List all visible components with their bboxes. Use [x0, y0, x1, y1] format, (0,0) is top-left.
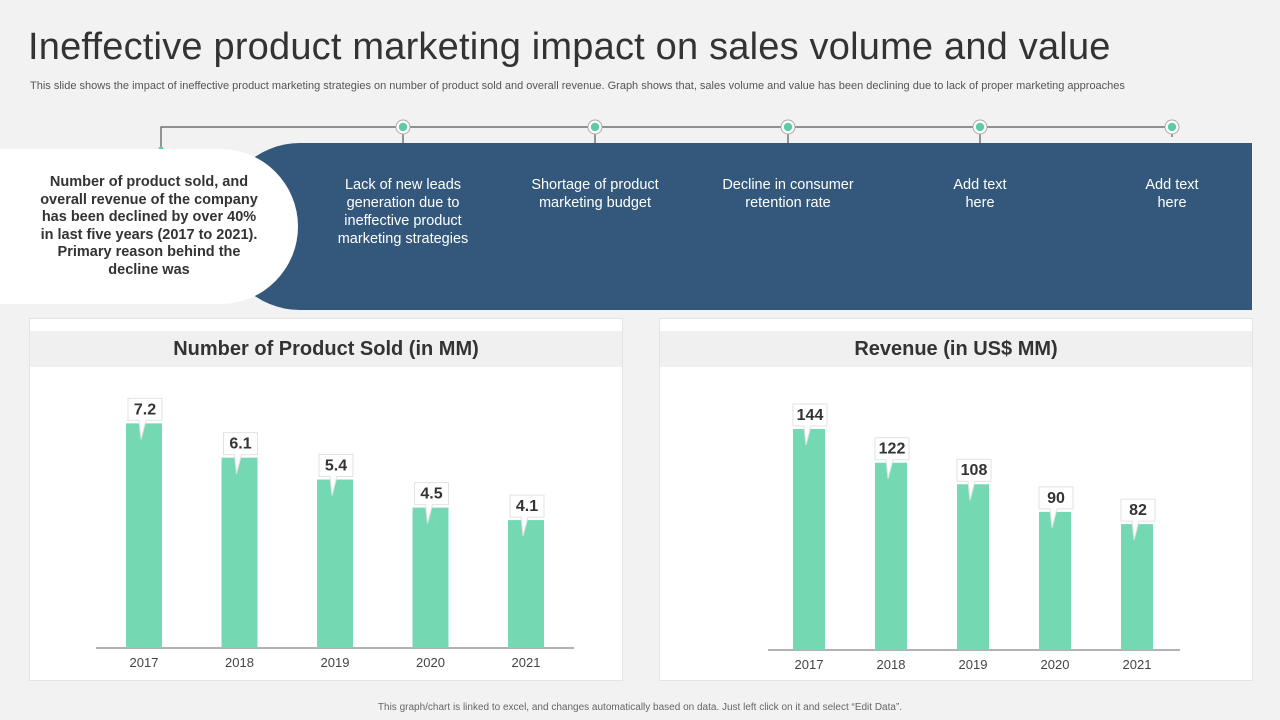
reason-5: Add text here: [1145, 177, 1199, 211]
intro-box: Number of product sold, and overall reve…: [0, 149, 298, 304]
timeline-node-2: [587, 119, 603, 135]
chart-products: 7.2 2017 6.1 2018 5.4 2019 4.5 2020 4.1 2021: [96, 397, 574, 670]
reason-4: Add text here: [953, 177, 1007, 211]
svg-text:4.1: 4.1: [516, 498, 538, 515]
bar-2017: [126, 423, 162, 648]
data-label-2018: 122: [874, 437, 910, 479]
reason-2: Shortage of product marketing budget: [531, 177, 659, 211]
footer-note: This graph/chart is linked to excel, and…: [377, 702, 903, 713]
bar-2018: [875, 462, 907, 650]
chart-title-revenue: Revenue (in US$ MM): [660, 331, 1252, 367]
data-label-2021: 4.1: [509, 494, 545, 537]
svg-text:82: 82: [1129, 502, 1147, 519]
bar-2020: [1039, 511, 1071, 650]
bar-2019: [957, 484, 989, 650]
bar-2021: [508, 520, 544, 648]
svg-text:4.5: 4.5: [420, 486, 442, 503]
data-label-2017: 7.2: [127, 397, 163, 440]
bar-2019: [317, 479, 353, 648]
tick-label-2018: 2018: [877, 657, 906, 672]
data-label-2019: 5.4: [318, 454, 354, 496]
tick-label-2019: 2019: [321, 655, 350, 670]
tick-label-2017: 2017: [795, 657, 824, 672]
svg-text:7.2: 7.2: [134, 401, 156, 418]
chart-title-products: Number of Product Sold (in MM): [30, 331, 622, 367]
tick-label-2021: 2021: [1123, 657, 1152, 672]
timeline-node-3: [780, 119, 796, 135]
timeline-node-1: [395, 119, 411, 135]
intro-text: Number of product sold, and overall reve…: [40, 174, 258, 278]
chart-revenue: 144 2017 122 2018 108 2019 90 2020 82 2021: [768, 403, 1180, 672]
tick-label-2021: 2021: [512, 655, 541, 670]
page-title: Ineffective product marketing impact on …: [28, 26, 1111, 68]
svg-text:6.1: 6.1: [229, 436, 251, 453]
data-label-2017: 144: [792, 403, 828, 446]
bar-2021: [1121, 524, 1153, 650]
svg-text:90: 90: [1047, 490, 1065, 507]
tick-label-2020: 2020: [416, 655, 445, 670]
svg-text:108: 108: [961, 462, 988, 479]
data-label-2019: 108: [956, 458, 992, 501]
page-subtitle: This slide shows the impact of ineffecti…: [30, 80, 1125, 92]
bar-2020: [412, 507, 449, 648]
timeline-connector: [158, 119, 1180, 152]
svg-text:5.4: 5.4: [325, 458, 347, 475]
data-label-2020: 4.5: [414, 482, 449, 524]
bar-2018: [221, 457, 258, 648]
bar-2017: [793, 428, 825, 650]
svg-text:144: 144: [797, 407, 824, 424]
reasons-banner: [220, 143, 1252, 310]
tick-label-2018: 2018: [225, 655, 254, 670]
data-label-2020: 90: [1038, 486, 1074, 528]
svg-text:122: 122: [879, 441, 906, 458]
data-label-2021: 82: [1120, 498, 1156, 541]
reason-1: Lack of new leads generation due to inef…: [337, 177, 469, 247]
tick-label-2017: 2017: [130, 655, 159, 670]
tick-label-2020: 2020: [1041, 657, 1070, 672]
timeline-node-4: [972, 119, 988, 135]
reason-3: Decline in consumer retention rate: [722, 177, 854, 211]
chart-panel-products: Number of Product Sold (in MM) 7.2 2017 6.…: [29, 318, 623, 681]
chart-panel-revenue: Revenue (in US$ MM) 144 2017 122 2018 108 201…: [659, 318, 1253, 681]
tick-label-2019: 2019: [959, 657, 988, 672]
timeline-node-5: [1164, 119, 1180, 135]
data-label-2018: 6.1: [223, 432, 258, 474]
